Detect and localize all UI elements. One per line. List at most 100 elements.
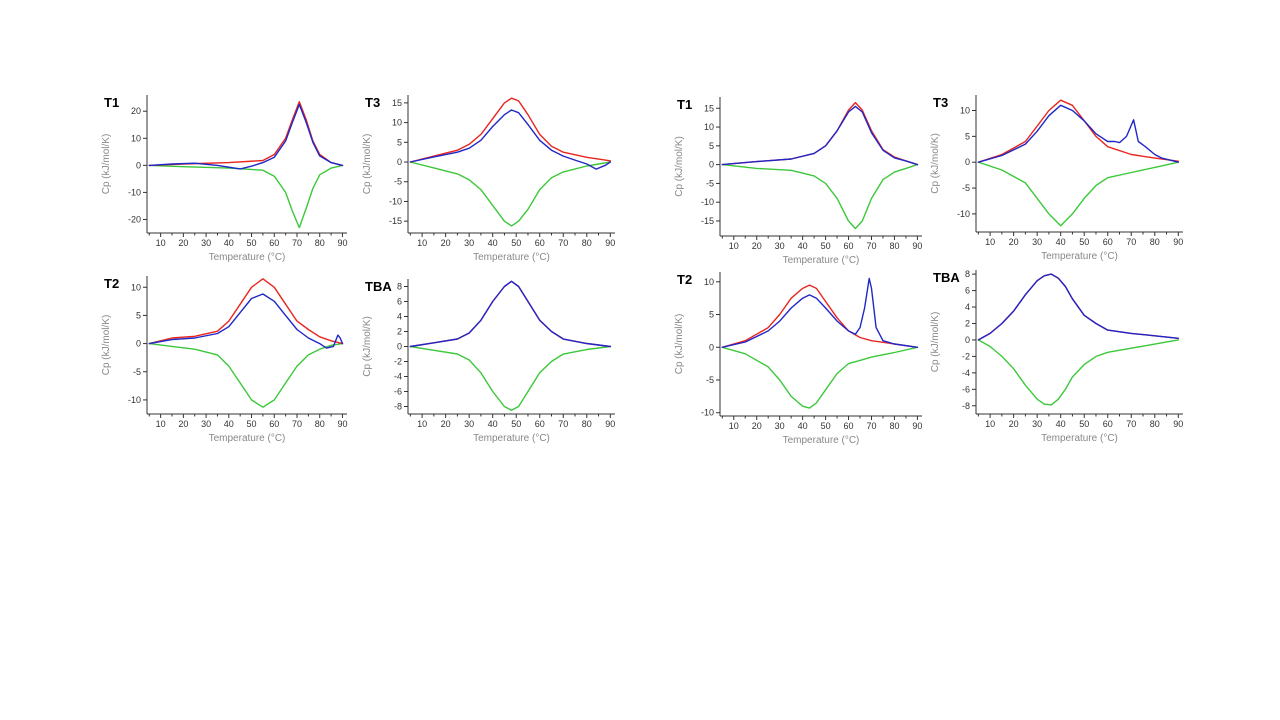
y-tick-label: 0 [965, 157, 970, 167]
x-tick-label: 30 [464, 238, 474, 248]
x-tick-label: 70 [866, 421, 876, 431]
x-tick-label: 60 [269, 419, 279, 429]
chart-l-t2: T2 10 20 30 40 50 60 70 80 90 -10 -5 0 5 10 Temperature… [101, 276, 347, 444]
y-tick-label: -8 [962, 401, 970, 411]
x-tick-label: 20 [1009, 237, 1019, 247]
x-tick-label: 50 [511, 238, 521, 248]
x-tick-label: 60 [844, 421, 854, 431]
x-tick-label: 10 [417, 419, 427, 429]
y-tick-label: -15 [389, 216, 402, 226]
x-tick-label: 40 [488, 238, 498, 248]
x-axis-title: Temperature (°C) [1041, 251, 1118, 262]
y-tick-label: 8 [965, 269, 970, 279]
x-tick-label: 80 [889, 241, 899, 251]
x-tick-label: 50 [247, 419, 257, 429]
x-tick-label: 70 [558, 419, 568, 429]
chart-r-t3: T3 10 20 30 40 50 60 70 80 90 -10 -5 0 5 10 Temperature… [930, 95, 1183, 262]
x-tick-label: 50 [511, 419, 521, 429]
y-tick-label: -4 [394, 372, 402, 382]
series-line-green [148, 164, 344, 229]
y-axis-title: Cp (kJ/mol/K) [930, 312, 941, 373]
x-axis-title: Temperature (°C) [783, 435, 860, 446]
y-tick-label: 15 [704, 103, 714, 113]
y-tick-label: -10 [389, 196, 402, 206]
x-tick-label: 40 [798, 421, 808, 431]
series-line-blue [977, 104, 1179, 163]
x-tick-label: 80 [889, 421, 899, 431]
panel-label: T1 [104, 95, 119, 110]
y-tick-label: -5 [706, 178, 714, 188]
chart-r-t1: T1 10 20 30 40 50 60 70 80 90 -15 -10 -5 0 5 10 15 Temper… [674, 97, 922, 266]
y-tick-label: 0 [397, 157, 402, 167]
x-tick-label: 10 [729, 241, 739, 251]
y-tick-label: -10 [701, 197, 714, 207]
y-axis-title: Cp (kJ/mol/K) [101, 134, 112, 195]
series-line-green [721, 163, 919, 230]
panel-label: TBA [365, 279, 392, 294]
y-tick-label: 10 [392, 118, 402, 128]
series-line-red [409, 97, 611, 163]
x-tick-label: 90 [912, 241, 922, 251]
x-tick-label: 40 [1056, 419, 1066, 429]
y-tick-label: 15 [392, 98, 402, 108]
panel-label: TBA [933, 270, 960, 285]
x-tick-label: 10 [985, 419, 995, 429]
x-tick-label: 20 [1009, 419, 1019, 429]
y-tick-label: -20 [128, 214, 141, 224]
x-tick-label: 90 [1173, 237, 1183, 247]
series-line-blue [721, 105, 919, 166]
x-tick-label: 50 [1079, 419, 1089, 429]
x-axis-title: Temperature (°C) [209, 433, 286, 444]
x-tick-label: 90 [337, 419, 347, 429]
x-tick-label: 90 [337, 238, 347, 248]
x-tick-label: 80 [315, 419, 325, 429]
x-tick-label: 70 [292, 419, 302, 429]
y-tick-label: -10 [957, 209, 970, 219]
x-axis-title: Temperature (°C) [209, 252, 286, 263]
y-axis-title: Cp (kJ/mol/K) [930, 133, 941, 194]
y-tick-label: 10 [704, 277, 714, 287]
x-tick-label: 30 [775, 421, 785, 431]
y-tick-label: -10 [701, 408, 714, 418]
x-tick-label: 10 [729, 421, 739, 431]
y-tick-label: 10 [131, 133, 141, 143]
series-line-green [721, 346, 919, 409]
x-tick-label: 50 [821, 241, 831, 251]
series-line-green [409, 161, 611, 227]
series-line-blue [977, 273, 1179, 341]
x-tick-label: 50 [821, 421, 831, 431]
series-line-red [721, 101, 919, 166]
y-tick-label: -5 [962, 183, 970, 193]
x-tick-label: 80 [1150, 419, 1160, 429]
y-tick-label: 6 [397, 297, 402, 307]
y-tick-label: -10 [128, 187, 141, 197]
chart-l-tba: TBA 10 20 30 40 50 60 70 80 90 -8 -6 -4 -2 0 2 4 6 8 Temper… [362, 279, 615, 444]
series-line-blue [148, 103, 344, 170]
panel-label: T2 [104, 276, 119, 291]
y-tick-label: 5 [709, 310, 714, 320]
chart-r-t2: T2 10 20 30 40 50 60 70 80 90 -10 -5 0 5 10 Temperature… [674, 272, 922, 446]
x-tick-label: 90 [1173, 419, 1183, 429]
series-line-blue [409, 280, 611, 348]
x-tick-label: 40 [798, 241, 808, 251]
panel-label: T2 [677, 272, 692, 287]
y-tick-label: -5 [706, 375, 714, 385]
y-tick-label: -5 [394, 177, 402, 187]
y-tick-label: -6 [394, 387, 402, 397]
y-axis-title: Cp (kJ/mol/K) [674, 314, 685, 375]
y-tick-label: 10 [960, 106, 970, 116]
x-tick-label: 70 [1126, 419, 1136, 429]
series-line-red [148, 278, 344, 345]
x-tick-label: 20 [441, 419, 451, 429]
series-line-blue [148, 293, 344, 349]
y-tick-label: 20 [131, 106, 141, 116]
y-axis-title: Cp (kJ/mol/K) [101, 315, 112, 376]
x-tick-label: 70 [1126, 237, 1136, 247]
y-tick-label: -5 [133, 367, 141, 377]
series-line-green [148, 342, 344, 408]
y-tick-label: 5 [136, 310, 141, 320]
series-line-red [409, 280, 611, 348]
y-tick-label: -15 [701, 216, 714, 226]
y-tick-label: 0 [965, 335, 970, 345]
y-tick-label: 2 [397, 327, 402, 337]
